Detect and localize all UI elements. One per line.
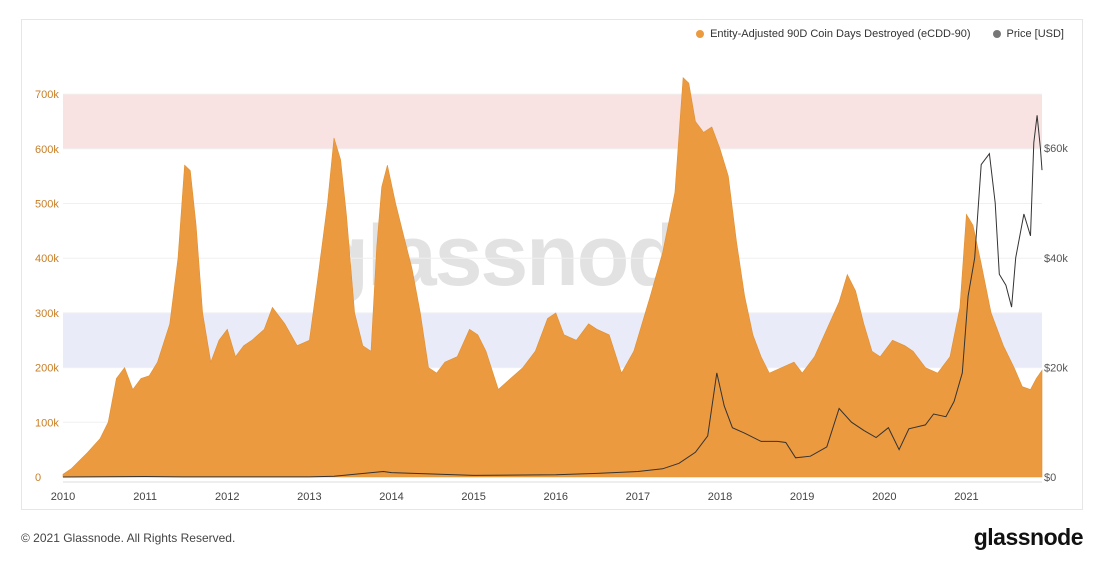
y-right-tick-label: $60k bbox=[1044, 143, 1068, 155]
x-tick-label: 2010 bbox=[51, 491, 75, 503]
legend-label-ecdd: Entity-Adjusted 90D Coin Days Destroyed … bbox=[710, 28, 971, 40]
x-tick-label: 2021 bbox=[954, 491, 978, 503]
chart-svg: glassnode 2010 2011 2012 2013 2014 2015 2016 20… bbox=[35, 77, 1068, 503]
legend-item-price[interactable]: Price [USD] bbox=[992, 28, 1064, 40]
x-tick-label: 2012 bbox=[215, 491, 239, 503]
y-right-tick-label: $0 bbox=[1044, 472, 1056, 484]
x-tick-label: 2016 bbox=[544, 491, 568, 503]
glassnode-logo: glassnode bbox=[973, 524, 1084, 550]
y-left-tick-label: 500k bbox=[35, 199, 59, 211]
x-tick-label: 2019 bbox=[790, 491, 814, 503]
chart-legend: Entity-Adjusted 90D Coin Days Destroyed … bbox=[696, 28, 1064, 40]
y-right-tick-label: $20k bbox=[1044, 362, 1068, 374]
x-tick-label: 2014 bbox=[379, 491, 403, 503]
legend-item-ecdd[interactable]: Entity-Adjusted 90D Coin Days Destroyed … bbox=[696, 28, 971, 40]
y-left-tick-label: 400k bbox=[35, 253, 59, 265]
x-tick-label: 2017 bbox=[626, 491, 650, 503]
x-tick-label: 2020 bbox=[872, 491, 896, 503]
legend-label-price: Price [USD] bbox=[1006, 28, 1064, 40]
ecdd-area bbox=[62, 77, 1043, 478]
x-tick-label: 2018 bbox=[708, 491, 732, 503]
legend-swatch-price bbox=[992, 30, 1001, 38]
y-left-tick-label: 100k bbox=[35, 417, 59, 429]
y-left-tick-label: 700k bbox=[35, 89, 59, 101]
band-0 bbox=[63, 94, 1042, 149]
y-left-tick-label: 0 bbox=[35, 472, 41, 484]
y-left-tick-label: 600k bbox=[35, 144, 59, 156]
y-left-tick-label: 300k bbox=[35, 308, 59, 320]
x-tick-label: 2011 bbox=[133, 491, 157, 503]
price-line bbox=[62, 115, 1043, 478]
y-left-tick-label: 200k bbox=[35, 363, 59, 375]
y-right-tick-label: $40k bbox=[1044, 253, 1068, 265]
legend-swatch-ecdd bbox=[696, 30, 705, 38]
x-tick-label: 2015 bbox=[461, 491, 485, 503]
copyright-text: © 2021 Glassnode. All Rights Reserved. bbox=[21, 531, 236, 545]
x-tick-label: 2013 bbox=[297, 491, 321, 503]
